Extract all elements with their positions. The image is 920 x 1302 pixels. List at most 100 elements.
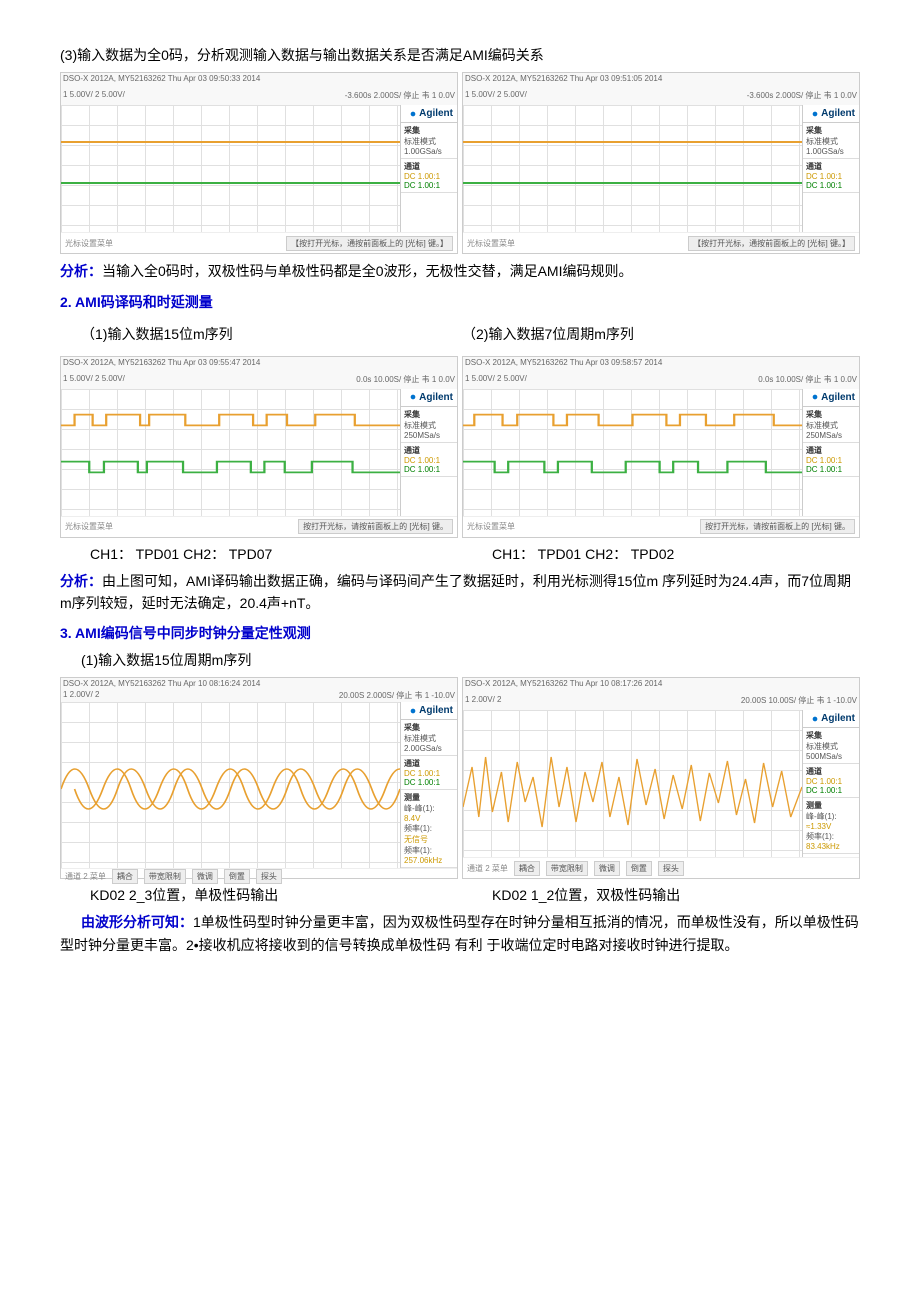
- footer-hint: 【按打开光标，通按前面板上的 [光标] 键。】: [688, 236, 855, 251]
- scope-row-3: DSO-X 2012A, MY52163262 Thu Apr 10 08:16…: [60, 677, 860, 879]
- side-meas: 测量: [806, 800, 856, 811]
- agilent-logo: Agilent: [803, 105, 859, 123]
- footer-label: 光标设置菜单: [65, 521, 113, 532]
- side-sample: 采集: [806, 730, 856, 741]
- side-mode: 标准模式: [404, 733, 454, 744]
- scope-b-footer: 光标设置菜单 【按打开光标，通按前面板上的 [光标] 键。】: [463, 232, 859, 253]
- footer-probe: 探头: [256, 869, 282, 884]
- scope-b-hdr-left: DSO-X 2012A, MY52163262 Thu Apr 03 09:51…: [465, 74, 662, 88]
- scope-c-chan: 1 5.00V/ 2 5.00V/: [63, 374, 125, 388]
- scope-f: DSO-X 2012A, MY52163262 Thu Apr 10 08:17…: [462, 677, 860, 879]
- side-sample: 采集: [806, 409, 856, 420]
- sync-sub1: (1)输入数据15位周期m序列: [60, 649, 860, 671]
- scope-d-chan: 1 5.00V/ 2 5.00V/: [465, 374, 527, 388]
- ami-decode-heading: 2. AMI码译码和时延测量: [60, 291, 860, 313]
- scope-f-chan: 1 2.00V/ 2: [465, 695, 501, 709]
- side-sample: 采集: [806, 125, 856, 136]
- side-rate: 1.00GSa/s: [806, 147, 856, 156]
- scope-d-tb: 0.0s 10.00S/ 停止 韦 1 0.0V: [758, 374, 857, 388]
- side-dc2: DC 1.00:1: [806, 465, 856, 474]
- scope-c: DSO-X 2012A, MY52163262 Thu Apr 03 09:55…: [60, 356, 458, 538]
- footer-hint: 按打开光标，请按前面板上的 [光标] 键。: [298, 519, 453, 534]
- scope-a-tb: -3.600s 2.000S/ 停止 韦 1 0.0V: [345, 90, 455, 104]
- analysis-text: 当输入全0码时，双极性码与单极性码都是全0波形，无极性交替，满足AMI编码规则。: [102, 263, 632, 279]
- scope-b-graph: [463, 105, 803, 232]
- footer-bw: 带宽限制: [546, 861, 588, 876]
- footer-hint: 【按打开光标，通按前面板上的 [光标] 键。】: [286, 236, 453, 251]
- scope-a-footer: 光标设置菜单 【按打开光标，通按前面板上的 [光标] 键。】: [61, 232, 457, 253]
- side-freq2: 频率(1):: [404, 845, 454, 856]
- footer-r2: 通道 2 菜单: [467, 863, 508, 874]
- scope-a: DSO-X 2012A, MY52163262 Thu Apr 03 09:50…: [60, 72, 458, 254]
- scope-b-chan: 1 5.00V/ 2 5.00V/: [465, 90, 527, 104]
- scope-e-tb: 20.00S 2.000S/ 停止 韦 1 -10.0V: [339, 690, 455, 701]
- side-sample: 采集: [404, 722, 454, 733]
- ami-sub2: （2)输入数据7位周期m序列: [462, 323, 860, 345]
- footer-label: 光标设置菜单: [467, 521, 515, 532]
- scope-b-ch2-trace: [463, 182, 802, 184]
- side-mode: 标准模式: [404, 420, 454, 431]
- scope-a-header: DSO-X 2012A, MY52163262 Thu Apr 03 09:50…: [61, 73, 457, 89]
- analysis-label: 分析：: [60, 263, 102, 279]
- side-freq1v: 无信号: [404, 834, 454, 845]
- agilent-logo: Agilent: [401, 389, 457, 407]
- ami-analysis-text: 由上图可知，AMI译码输出数据正确，编码与译码间产生了数据延时，利用光标测得15…: [60, 573, 851, 611]
- ami-analysis-label: 分析：: [60, 573, 102, 589]
- sync-heading: 3. AMI编码信号中同步时钟分量定性观测: [60, 622, 860, 644]
- scope-c-ch2-wave: [61, 458, 400, 476]
- scope-e-ch1-wave: [61, 744, 400, 834]
- scope-d-ch1-wave: [463, 411, 802, 429]
- sync-cap1: KD02 2_3位置，单极性码输出: [60, 885, 458, 905]
- ami-cap1: CH1： TPD01 CH2： TPD07: [60, 544, 458, 564]
- scope-c-ch1-wave: [61, 411, 400, 429]
- scope-d: DSO-X 2012A, MY52163262 Thu Apr 03 09:58…: [462, 356, 860, 538]
- footer-inv: 倒置: [626, 861, 652, 876]
- scope-e-graph: [61, 702, 401, 868]
- side-dc2: DC 1.00:1: [806, 786, 856, 795]
- side-mode: 标准模式: [806, 741, 856, 752]
- scope-a-hdr-left: DSO-X 2012A, MY52163262 Thu Apr 03 09:50…: [63, 74, 260, 88]
- sync-cap2: KD02 1_2位置，双极性码输出: [462, 885, 860, 905]
- side-channel: 通道: [404, 161, 454, 172]
- footer-label: 光标设置菜单: [65, 238, 113, 249]
- scope-c-tb: 0.0s 10.00S/ 停止 韦 1 0.0V: [356, 374, 455, 388]
- side-rate: 1.00GSa/s: [404, 147, 454, 156]
- footer-r2: 通道 2 菜单: [65, 871, 106, 882]
- ami-sub1: （1)输入数据15位m序列: [60, 323, 458, 345]
- scope-c-graph: [61, 389, 401, 516]
- footer-inv: 倒置: [224, 869, 250, 884]
- side-pp1: 峰-峰(1):: [806, 811, 856, 822]
- scope-d-ch2-wave: [463, 458, 802, 476]
- side-dc2: DC 1.00:1: [404, 181, 454, 190]
- side-dc1: DC 1.00:1: [806, 777, 856, 786]
- side-freq2v: 257.06kHz: [404, 856, 454, 865]
- side-pp1: 峰-峰(1):: [404, 803, 454, 814]
- side-freq1: 频率(1):: [404, 823, 454, 834]
- side-channel: 通道: [806, 445, 856, 456]
- side-dc2: DC 1.00:1: [404, 465, 454, 474]
- section3-analysis: 分析：当输入全0码时，双极性码与单极性码都是全0波形，无极性交替，满足AMI编码…: [60, 260, 860, 282]
- sync-analysis-label: 由波形分析可知：: [81, 914, 193, 930]
- scope-b-ch1-trace: [463, 141, 802, 143]
- scope-row-2: DSO-X 2012A, MY52163262 Thu Apr 03 09:55…: [60, 356, 860, 538]
- side-pp1v: 8.4V: [404, 814, 454, 823]
- ami-analysis: 分析：由上图可知，AMI译码输出数据正确，编码与译码间产生了数据延时，利用光标测…: [60, 570, 860, 615]
- scope-f-graph: [463, 710, 803, 857]
- scope-a-chanrow: 1 5.00V/ 2 5.00V/ -3.600s 2.000S/ 停止 韦 1…: [61, 89, 457, 105]
- scope-b-side: Agilent 采集 标准模式 1.00GSa/s 通道 DC 1.00:1 D…: [803, 105, 859, 232]
- scope-a-ch1-trace: [61, 141, 400, 143]
- side-sample: 采集: [404, 409, 454, 420]
- scope-a-side: Agilent 采集 标准模式 1.00GSa/s 通道 DC 1.00:1 D…: [401, 105, 457, 232]
- side-rate: 500MSa/s: [806, 752, 856, 761]
- side-pp1v: ≈1.33V: [806, 822, 856, 831]
- side-meas: 测量: [404, 792, 454, 803]
- side-rate: 250MSa/s: [806, 431, 856, 440]
- scope-a-chan: 1 5.00V/ 2 5.00V/: [63, 90, 125, 104]
- scope-a-graph: [61, 105, 401, 232]
- footer-cpl: 耦合: [514, 861, 540, 876]
- side-mode: 标准模式: [806, 136, 856, 147]
- side-mode: 标准模式: [404, 136, 454, 147]
- side-dc2: DC 1.00:1: [806, 181, 856, 190]
- agilent-logo: Agilent: [401, 105, 457, 123]
- side-dc1: DC 1.00:1: [404, 456, 454, 465]
